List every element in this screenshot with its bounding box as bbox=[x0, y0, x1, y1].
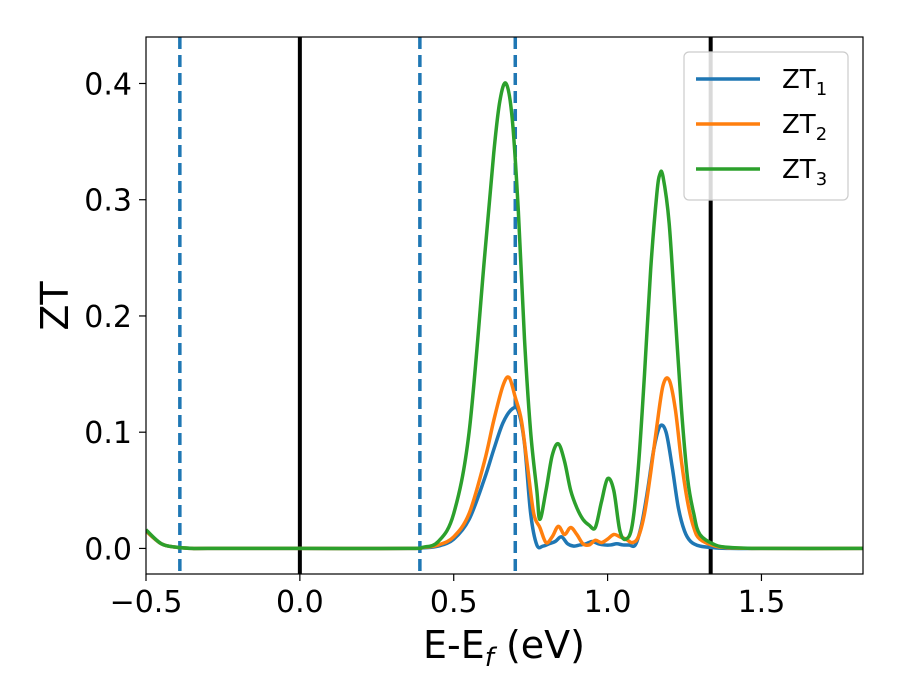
y-tick-label: 0.4 bbox=[84, 67, 132, 102]
x-tick-label: 0.0 bbox=[276, 585, 324, 620]
x-axis-label-main: E-E bbox=[423, 623, 485, 667]
series-line-zt3 bbox=[146, 81, 863, 551]
y-tick-label: 0.1 bbox=[84, 416, 132, 451]
legend-label-zt1: ZT1 bbox=[782, 65, 827, 100]
legend-frame bbox=[683, 51, 849, 201]
legend-label-zt2: ZT2 bbox=[782, 110, 827, 145]
vertical-lines bbox=[178, 37, 713, 574]
x-axis: −0.5 0.0 0.5 1.0 1.5 bbox=[110, 574, 786, 620]
series-line-zt2 bbox=[146, 375, 863, 551]
x-tick-label: 0.5 bbox=[430, 585, 478, 620]
x-axis-label-unit: (eV) bbox=[494, 623, 585, 667]
plot-frame bbox=[145, 36, 864, 575]
x-tick-label: 1.5 bbox=[738, 585, 786, 620]
y-tick-label: 0.3 bbox=[84, 184, 132, 219]
y-axis-label: ZT bbox=[33, 281, 77, 331]
series-line-zt1 bbox=[146, 405, 863, 551]
x-axis-label: E-Ef (eV) bbox=[423, 623, 585, 673]
legend: ZT1 ZT2 ZT3 bbox=[683, 51, 849, 201]
legend-label-zt3: ZT3 bbox=[782, 155, 827, 190]
x-tick-label: −0.5 bbox=[110, 585, 183, 620]
y-tick-label: 0.0 bbox=[84, 532, 132, 567]
y-tick-label: 0.2 bbox=[84, 300, 132, 335]
series-lines bbox=[146, 81, 863, 551]
x-tick-label: 1.0 bbox=[584, 585, 632, 620]
y-axis: 0.0 0.1 0.2 0.3 0.4 bbox=[84, 67, 146, 567]
